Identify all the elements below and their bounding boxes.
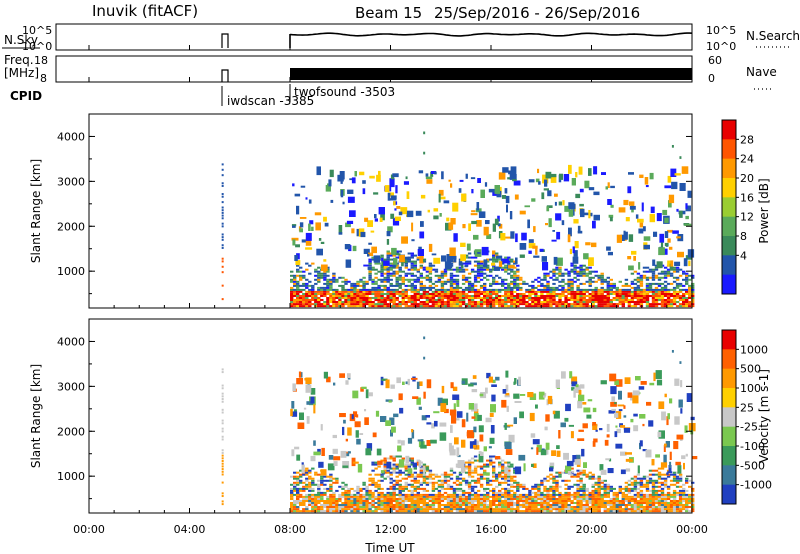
ytick-label: 4000 — [57, 335, 85, 348]
colorbar-tick-label: -100 — [740, 440, 765, 453]
colorbar-swatch — [722, 139, 736, 160]
time-axis: 00:00 04:00 08:00 12:00 16:00 20:00 00:00 — [73, 45, 708, 536]
velocity-ylabel: Slant Range [km] — [29, 364, 43, 468]
colorbar-swatch — [722, 197, 736, 218]
colorbar-swatch — [722, 236, 736, 256]
colorbar-swatch — [722, 349, 736, 370]
ytick-label: 4000 — [57, 130, 85, 143]
colorbar-swatch — [722, 274, 736, 295]
colorbar-tick-label: 24 — [740, 153, 754, 166]
nsearch-label: N.Search — [746, 29, 800, 43]
nave-tick-bottom: 0 — [708, 72, 715, 85]
ytick-label: 3000 — [57, 175, 85, 188]
xtick-label: 00:00 — [73, 523, 105, 536]
nsearch-tick-top: 10^5 — [706, 24, 736, 37]
colorbar-tick-label: 16 — [740, 191, 754, 204]
colorbar-swatch — [722, 216, 736, 237]
colorbar-tick-label: 25 — [740, 401, 754, 414]
nave-label: Nave — [746, 65, 777, 79]
xtick-label: 04:00 — [174, 523, 206, 536]
colorbar-swatch — [722, 388, 736, 408]
xtick-label: 08:00 — [274, 523, 306, 536]
xtick-label: 16:00 — [475, 523, 507, 536]
colorbar-swatch — [722, 446, 736, 466]
freq-label: Freq. — [4, 53, 34, 67]
colorbar-swatch — [722, 407, 736, 428]
colorbar-tick-label: 28 — [740, 133, 754, 146]
power-panel: 1000 2000 3000 4000 Slant Range [km] 28 24 20… — [29, 113, 771, 309]
velocity-panel: 1000 2000 3000 4000 Slant Range [km] 1000 50… — [29, 318, 772, 514]
colorbar-swatch — [722, 330, 736, 350]
colorbar-swatch — [722, 255, 736, 276]
colorbar-tick-label: 1000 — [740, 343, 768, 356]
ytick-label: 2000 — [57, 425, 85, 438]
nsearch-tick-bottom: 10^0 — [706, 40, 736, 53]
colorbar-tick-label: 500 — [740, 363, 761, 376]
cpid-entry-iwdscan: iwdscan -3385 — [227, 94, 314, 108]
velocity-cbar-label: Velocity [m s-1] — [757, 369, 771, 463]
colorbar-tick-label: 100 — [740, 382, 761, 395]
date-range: 25/Sep/2016 - 26/Sep/2016 — [434, 4, 640, 22]
nsky-tick-bottom: 10^0 — [22, 40, 52, 53]
ytick-label: 1000 — [57, 470, 85, 483]
power-cbar-label: Power [dB] — [757, 178, 771, 243]
colorbar-swatch — [722, 426, 736, 447]
ytick-label: 3000 — [57, 380, 85, 393]
cpid-label: CPID — [10, 89, 42, 103]
xtick-label: 20:00 — [576, 523, 608, 536]
colorbar-swatch — [722, 178, 736, 198]
colorbar-swatch — [722, 158, 736, 179]
colorbar-swatch — [722, 120, 736, 140]
xtick-label: 12:00 — [375, 523, 407, 536]
freq-panel: Freq. [MHz] 18 8 60 0 Nave — [4, 53, 777, 90]
colorbar-swatch — [722, 368, 736, 389]
colorbar-tick-label: 20 — [740, 172, 754, 185]
freq-unit: [MHz] — [4, 66, 39, 80]
nsky-tick-top: 10^5 — [22, 24, 52, 37]
nsky-panel: N.Sky 10^5 10^0 10^5 10^0 N.Search — [2, 23, 800, 53]
colorbar-tick-label: 4 — [740, 249, 747, 262]
colorbar-tick-label: 8 — [740, 230, 747, 243]
colorbar-tick-label: 12 — [740, 211, 754, 224]
freq-tick-bottom: 8 — [40, 72, 47, 85]
ytick-label: 1000 — [57, 265, 85, 278]
cpid-entry-twofsound: twofsound -3503 — [294, 85, 395, 99]
colorbar-tick-label: -1000 — [740, 479, 772, 492]
ytick-label: 2000 — [57, 220, 85, 233]
colorbar-swatch — [722, 484, 736, 505]
colorbar-swatch — [722, 465, 736, 486]
colorbar-tick-label: -25 — [740, 421, 758, 434]
xaxis-label: Time UT — [364, 541, 415, 554]
xtick-label: 00:00 — [676, 523, 708, 536]
power-ylabel: Slant Range [km] — [29, 159, 43, 263]
nsky-label: N.Sky — [4, 33, 38, 47]
colorbar-tick-label: -500 — [740, 459, 765, 472]
beam-label: Beam 15 — [355, 4, 422, 22]
freq-tick-top: 18 — [34, 54, 48, 67]
nave-tick-top: 60 — [708, 54, 722, 67]
station-title: Inuvik (fitACF) — [92, 2, 198, 20]
cpid-row: CPID iwdscan -3385 twofsound -3503 — [10, 84, 395, 108]
